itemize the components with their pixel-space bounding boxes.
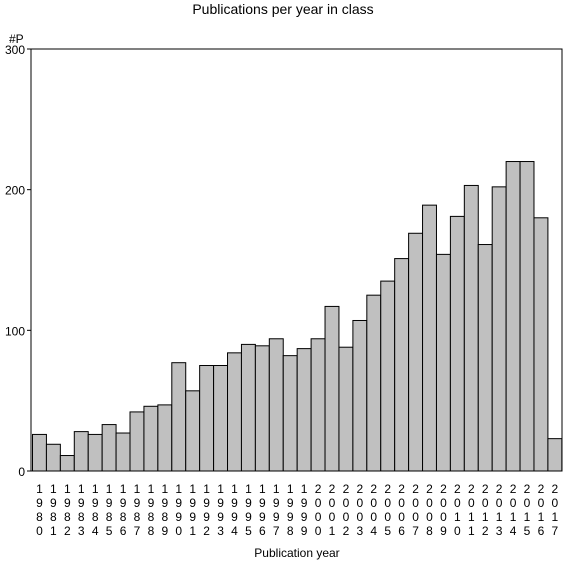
bar-2007 [408,232,424,472]
bar-2005 [380,280,396,472]
bar-1996 [254,345,270,472]
bar-1993 [213,365,229,472]
bar-1980 [32,433,47,472]
bar-2003 [352,319,368,472]
bar-1998 [282,355,298,472]
bar-1995 [240,343,256,472]
plot-frame [30,48,563,472]
bar-2015 [519,161,535,472]
bar-1991 [185,390,201,472]
bar-2001 [324,305,340,472]
y-tick-label: 300 [5,43,25,57]
y-axis-label: #P [9,32,24,46]
bar-2013 [491,186,507,472]
bar-1985 [101,424,117,472]
y-tick-label: 100 [5,324,25,338]
y-axis-ticks: 0 100 200 300 [5,43,31,479]
bar-2009 [435,253,451,472]
bar-1999 [296,348,312,472]
bar-2011 [463,184,479,472]
y-tick-label: 0 [18,465,25,479]
bar-1986 [115,432,131,472]
x-axis-ticks: 1 9 8 0 1 9 8 1 1 9 8 2 1 9 8 3 1 9 8 4 1 9 8 5 1 9 8 6 1 9 8 7 1 9 8 8 1 9 8 9… [36,482,558,538]
bar-2000 [310,338,326,472]
bar-1987 [129,411,145,472]
bar-1983 [73,431,89,472]
bar-1997 [268,338,284,472]
bar-1994 [227,352,242,472]
bar-1990 [171,362,187,472]
bar-2014 [505,161,521,472]
bar-2012 [477,244,493,472]
bar-1984 [87,433,103,472]
bar-2006 [394,258,410,472]
y-tick-label: 200 [5,184,25,198]
chart-title: Publications per year in class [192,1,373,17]
bar-1981 [45,443,61,472]
x-axis-label: Publication year [254,546,339,560]
bar-2002 [338,346,354,472]
bar-1989 [157,404,173,472]
bar-2008 [422,204,437,472]
bar-2017 [547,438,563,472]
bar-1988 [143,405,159,472]
bar-2016 [533,217,549,472]
bar-1982 [59,455,75,472]
bar-1992 [199,365,215,472]
bars-group [32,161,563,472]
bar-2010 [449,215,465,472]
bar-2004 [366,294,382,472]
